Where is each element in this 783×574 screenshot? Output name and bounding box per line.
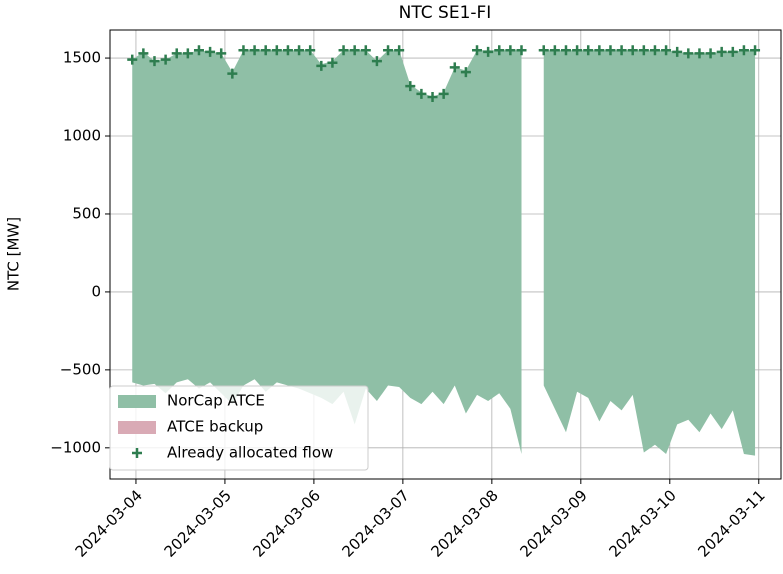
y-tick-label: 500 xyxy=(72,204,101,222)
marker xyxy=(327,57,338,68)
marker xyxy=(182,48,193,59)
marker xyxy=(727,46,738,57)
marker xyxy=(449,62,460,73)
legend-label: ATCE backup xyxy=(167,418,263,436)
marker xyxy=(127,54,138,65)
marker xyxy=(160,54,171,65)
marker xyxy=(583,45,594,56)
marker xyxy=(438,88,449,99)
y-tick-label: 1500 xyxy=(63,49,101,67)
x-tick-label: 2024-03-11 xyxy=(694,486,768,560)
marker xyxy=(405,81,416,92)
legend-swatch xyxy=(118,421,156,434)
marker xyxy=(149,56,160,67)
marker xyxy=(271,45,282,56)
legend-label: NorCap ATCE xyxy=(167,392,265,410)
marker xyxy=(661,45,672,56)
marker xyxy=(371,56,382,67)
marker xyxy=(738,45,749,56)
marker xyxy=(338,45,349,56)
marker xyxy=(171,48,182,59)
marker xyxy=(538,45,549,56)
y-tick-label: 0 xyxy=(91,282,101,300)
x-tick-label: 2024-03-09 xyxy=(516,486,590,560)
y-tick-label: −1000 xyxy=(50,438,101,456)
marker xyxy=(638,45,649,56)
marker xyxy=(460,67,471,78)
x-tick-label: 2024-03-04 xyxy=(72,486,146,560)
marker xyxy=(705,48,716,59)
legend-label: Already allocated flow xyxy=(167,444,333,462)
marker xyxy=(394,45,405,56)
marker xyxy=(649,45,660,56)
marker xyxy=(227,68,238,79)
marker xyxy=(549,45,560,56)
marker xyxy=(750,45,761,56)
marker xyxy=(505,45,516,56)
marker xyxy=(349,45,360,56)
marker xyxy=(616,45,627,56)
marker xyxy=(282,45,293,56)
marker xyxy=(427,92,438,103)
legend: NorCap ATCE ATCE backup Already allocated … xyxy=(109,385,369,471)
marker xyxy=(305,45,316,56)
marker xyxy=(572,45,583,56)
marker xyxy=(383,45,394,56)
marker xyxy=(238,45,249,56)
marker xyxy=(260,45,271,56)
marker xyxy=(716,46,727,57)
x-tick-label: 2024-03-08 xyxy=(427,486,501,560)
marker xyxy=(494,45,505,56)
marker xyxy=(216,48,227,59)
marker xyxy=(516,45,527,56)
y-axis-label: NTC [MW] xyxy=(5,217,23,291)
marker xyxy=(472,45,483,56)
marker xyxy=(316,60,327,71)
marker xyxy=(694,48,705,59)
x-tick-label: 2024-03-06 xyxy=(250,486,324,560)
legend-box xyxy=(109,385,369,471)
chart-title: NTC SE1-FI xyxy=(399,3,492,23)
marker xyxy=(672,46,683,57)
marker xyxy=(683,48,694,59)
x-tick-label: 2024-03-10 xyxy=(605,486,679,560)
plot-frame xyxy=(109,29,782,480)
marker xyxy=(560,45,571,56)
marker xyxy=(627,45,638,56)
marker xyxy=(193,45,204,56)
marker xyxy=(416,88,427,99)
marker xyxy=(605,45,616,56)
legend-marker xyxy=(132,448,142,458)
x-tick-label: 2024-03-07 xyxy=(338,486,412,560)
y-tick-label: −500 xyxy=(60,360,101,378)
marker xyxy=(360,45,371,56)
marker xyxy=(205,46,216,57)
area xyxy=(543,50,756,456)
marker xyxy=(249,45,260,56)
marker xyxy=(138,48,149,59)
y-tick-label: 1000 xyxy=(63,127,101,145)
marker xyxy=(294,45,305,56)
marker xyxy=(483,46,494,57)
legend-swatch xyxy=(118,395,156,408)
marker xyxy=(594,45,605,56)
area xyxy=(132,50,522,455)
x-tick-label: 2024-03-05 xyxy=(161,486,235,560)
